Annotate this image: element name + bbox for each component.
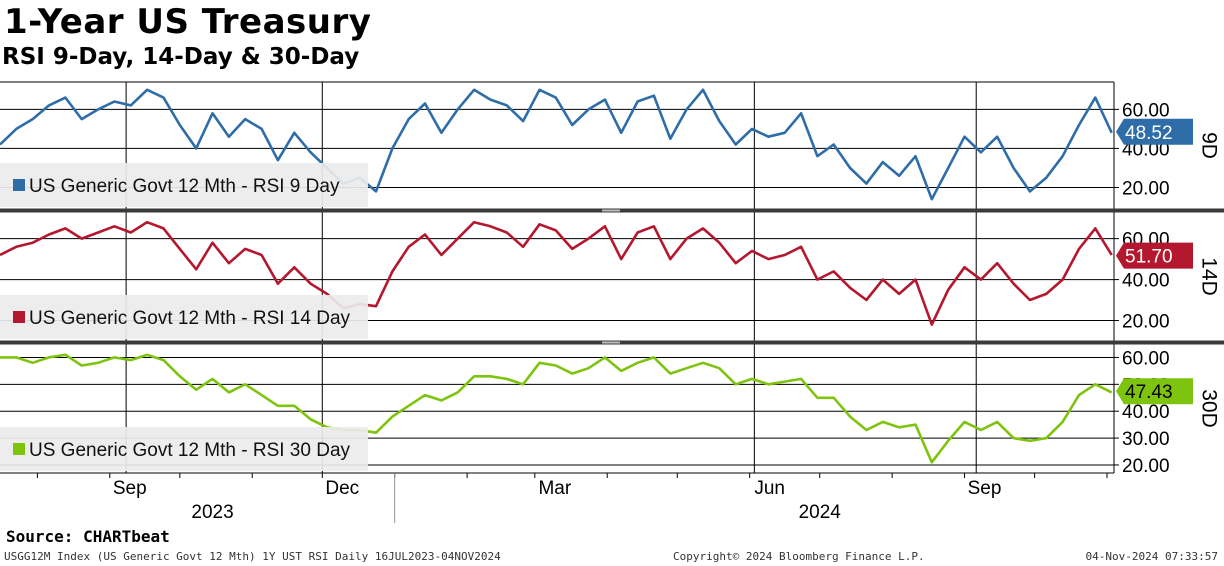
panel-2-last-value-label: 51.70 xyxy=(1125,247,1173,268)
x-month-label: Sep xyxy=(113,478,147,499)
panel-2-legend-label: US Generic Govt 12 Mth - RSI 14 Day xyxy=(29,308,351,329)
panel-3-legend-swatch xyxy=(13,443,25,455)
x-month-label: Sep xyxy=(968,478,1002,499)
panel-2-ytick-label: 20.00 xyxy=(1122,312,1170,333)
chart-subtitle: RSI 9-Day, 14-Day & 30-Day xyxy=(2,44,360,70)
panel-3-ytick-label: 60.00 xyxy=(1122,348,1170,369)
chart-title: 1-Year US Treasury xyxy=(4,2,372,42)
x-month-label: Jun xyxy=(754,478,785,499)
panel-1-legend-swatch xyxy=(13,179,25,191)
panel-1-legend-box xyxy=(0,163,368,207)
index-info: USGG12M Index (US Generic Govt 12 Mth) 1… xyxy=(4,550,501,563)
panel-3-series-line xyxy=(0,353,1113,464)
panel-2-label: 14D xyxy=(1197,257,1220,296)
panel-1-label: 9D xyxy=(1197,132,1220,159)
panel-3-ytick-label: 40.00 xyxy=(1122,402,1170,423)
source-note: Source: CHARTbeat xyxy=(6,527,170,546)
panel-1-ytick-label: 20.00 xyxy=(1122,179,1170,200)
x-month-label: Dec xyxy=(325,478,359,499)
copyright-note: Copyright© 2024 Bloomberg Finance L.P. xyxy=(673,550,925,563)
panel-2-ytick-label: 40.00 xyxy=(1122,271,1170,292)
panel-1-ytick-label: 60.00 xyxy=(1122,100,1170,121)
x-year-label: 2024 xyxy=(799,502,842,523)
panel-3-legend-label: US Generic Govt 12 Mth - RSI 30 Day xyxy=(29,440,351,461)
panel-3-ytick-label: 20.00 xyxy=(1122,456,1170,477)
panel-1-last-value-tag xyxy=(1116,118,1193,145)
panel-3-legend-box xyxy=(0,427,368,471)
panel-3-label: 30D xyxy=(1197,389,1220,428)
panel-1-last-value-label: 48.52 xyxy=(1125,123,1173,144)
x-year-label: 2023 xyxy=(191,502,233,523)
panel-1-legend-label: US Generic Govt 12 Mth - RSI 9 Day xyxy=(29,176,340,197)
panel-2-legend-box xyxy=(0,295,368,339)
panel-3-last-value-tag xyxy=(1116,378,1193,405)
x-month-label: Mar xyxy=(538,478,571,499)
panel-2-legend-swatch xyxy=(13,311,25,323)
panel-3-ytick-label: 30.00 xyxy=(1122,429,1170,450)
panel-2-last-value-tag xyxy=(1116,242,1193,269)
timestamp: 04-Nov-2024 07:33:57 xyxy=(1085,550,1218,563)
panel-1-series-line xyxy=(0,88,1113,201)
panel-separator-grip xyxy=(602,209,620,212)
panel-3-last-value-label: 47.43 xyxy=(1125,382,1173,403)
panel-separator-grip xyxy=(602,341,620,344)
panel-2-series-line xyxy=(0,220,1113,326)
